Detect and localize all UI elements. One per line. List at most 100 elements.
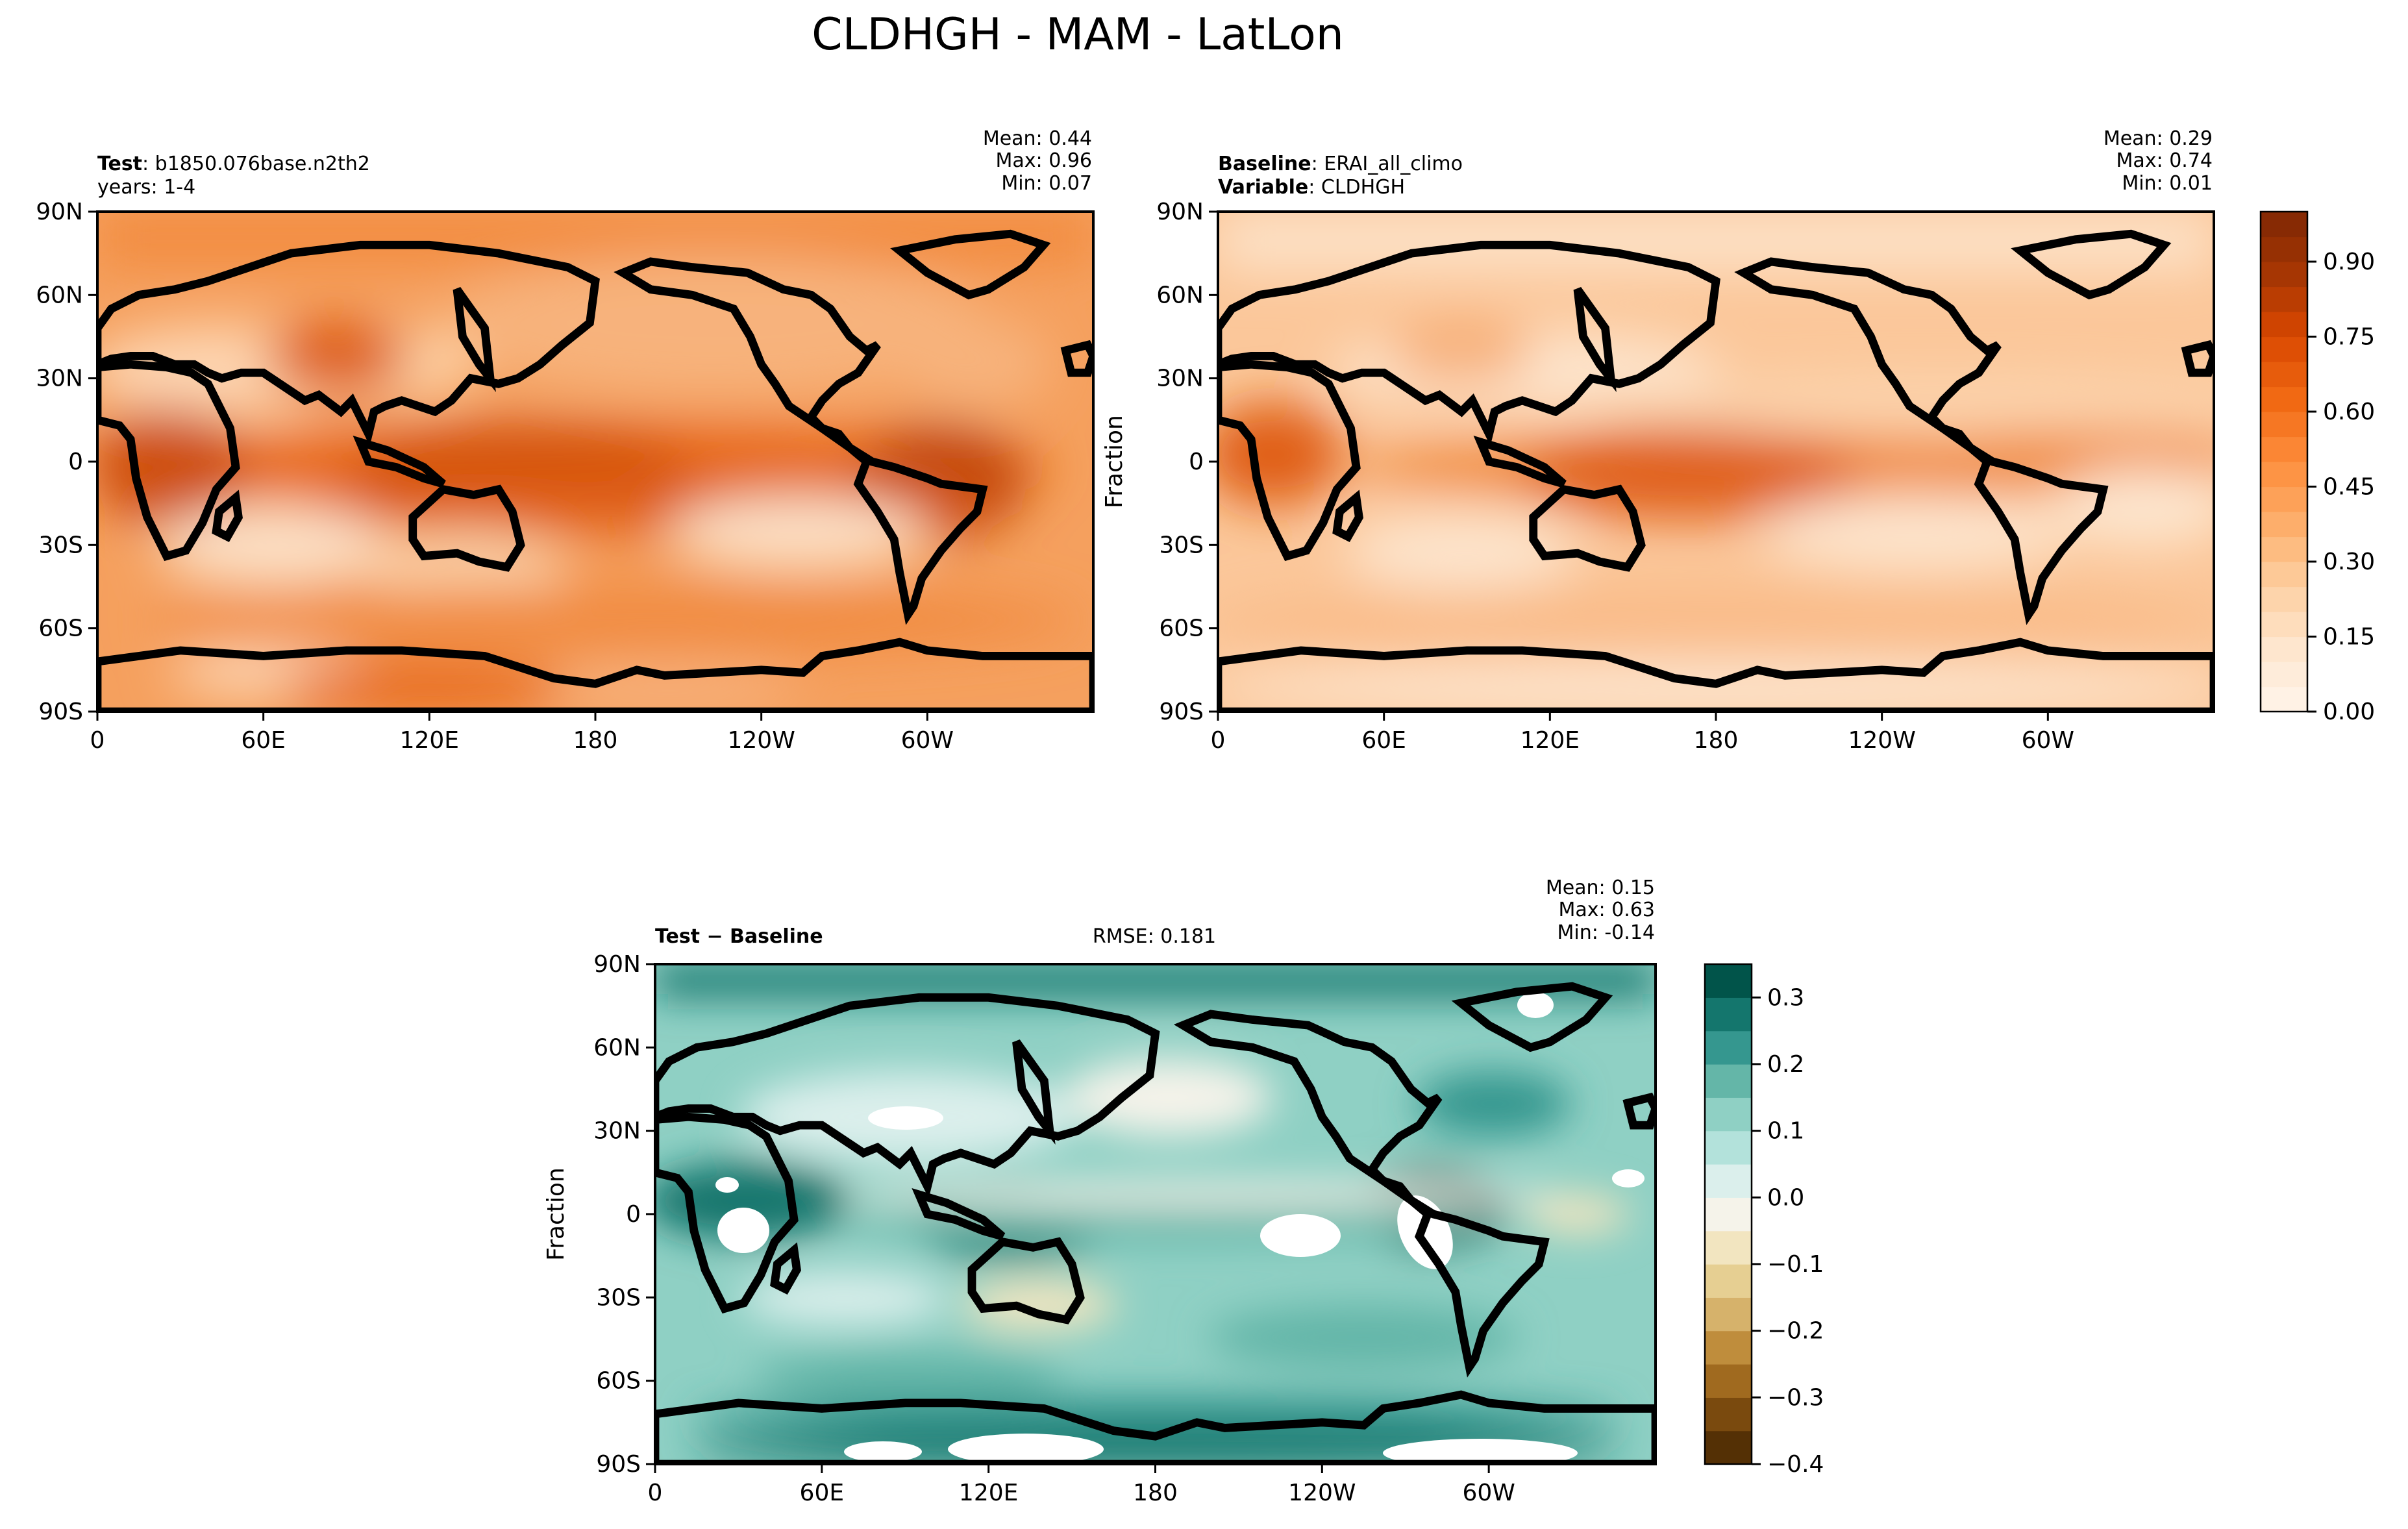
main-colorbar-level [2261, 612, 2307, 638]
main-colorbar-level [2261, 536, 2307, 562]
main-colorbar-tick-label: 0.45 [2323, 474, 2375, 501]
lon-tick-label: 60E [241, 727, 286, 754]
diff-ylabel: Fraction [543, 1167, 569, 1261]
diff-colorbar: 0.3 0.2 0.1 0.0 −0.1 −0.2 −0.3 −0.4 [1704, 963, 1824, 1478]
main-colorbar-level [2261, 562, 2307, 588]
main-colorbar-tick-label: 0.15 [2323, 624, 2375, 651]
diff-colorbar-level [1705, 1230, 1752, 1265]
lon-tick-label: 60E [800, 1480, 845, 1506]
main-colorbar-level [2261, 262, 2307, 288]
diff-colorbar-tick-label: 0.0 [1767, 1184, 1804, 1211]
panel-baseline: Mean: 0.29 Max: 0.74 Min: 0.01 Baseline:… [1101, 127, 2215, 754]
main-colorbar-level [2261, 236, 2307, 262]
lat-tick-label: 90S [596, 1451, 641, 1478]
diff-stat-min: Min: -0.14 [1558, 921, 1656, 944]
test-label: Test: b1850.076base.n2th2 [97, 153, 370, 175]
lat-tick-label: 90S [1159, 699, 1204, 725]
main-colorbar: 0.00 0.15 0.30 0.45 0.60 0.75 0.90 [2259, 210, 2375, 725]
test-years: years: 1-4 [97, 176, 195, 199]
lat-tick-label: 0 [1189, 449, 1204, 475]
diff-rmse: RMSE: 0.181 [1093, 925, 1216, 948]
diff-lon-axis: 0 60E 120E 180 120W 60W [648, 1464, 1515, 1506]
main-colorbar-level [2261, 686, 2307, 712]
lat-tick-label: 60S [596, 1368, 641, 1395]
diff-colorbar-tick-label: −0.3 [1767, 1384, 1824, 1411]
diff-map [655, 964, 1656, 1464]
diff-colorbar-tick-label: 0.1 [1767, 1118, 1804, 1145]
diff-colorbar-tick-label: 0.2 [1767, 1051, 1804, 1078]
lat-tick-label: 90S [38, 699, 83, 725]
main-colorbar-level [2261, 462, 2307, 488]
lat-tick-label: 90N [1156, 199, 1204, 225]
baseline-stat-mean: Mean: 0.29 [2104, 127, 2213, 150]
diff-stat-max: Max: 0.63 [1559, 899, 1655, 921]
test-stat-max: Max: 0.96 [996, 149, 1092, 172]
diff-colorbar-tick-label: −0.4 [1767, 1451, 1824, 1478]
lat-tick-label: 30N [36, 366, 83, 392]
baseline-ylabel: Fraction [1101, 415, 1128, 508]
lon-tick-label: 120W [1848, 727, 1916, 754]
lat-tick-label: 0 [626, 1201, 641, 1228]
lat-tick-label: 60N [36, 282, 83, 308]
diff-colorbar-tick-label: −0.1 [1767, 1251, 1824, 1278]
lon-tick-label: 60E [1361, 727, 1406, 754]
baseline-lon-axis: 0 60E 120E 180 120W 60W [1211, 712, 2074, 754]
main-colorbar-level [2261, 286, 2307, 312]
diff-colorbar-level [1705, 1064, 1752, 1098]
lat-tick-label: 90N [593, 951, 641, 978]
lat-tick-label: 60S [38, 615, 83, 642]
diff-colorbar-level [1705, 1030, 1752, 1065]
lon-tick-label: 120E [959, 1480, 1018, 1506]
main-colorbar-level [2261, 412, 2307, 438]
lon-tick-label: 120W [1288, 1480, 1356, 1506]
diff-colorbar-level [1705, 1164, 1752, 1198]
main-colorbar-tick-label: 0.75 [2323, 324, 2375, 351]
diff-colorbar-level [1705, 1330, 1752, 1365]
lon-tick-label: 120E [400, 727, 459, 754]
main-colorbar-level [2261, 486, 2307, 512]
diff-colorbar-tick-label: −0.2 [1767, 1318, 1824, 1345]
lat-tick-label: 60N [593, 1034, 641, 1061]
main-colorbar-frame [2259, 210, 2309, 713]
diff-colorbar-tick-label: 0.3 [1767, 984, 1804, 1011]
test-map [97, 212, 1093, 712]
diff-label: Test − Baseline [655, 925, 823, 948]
diff-colorbar-level [1705, 964, 1752, 998]
lon-tick-label: 120E [1521, 727, 1580, 754]
diff-colorbar-level [1705, 1264, 1752, 1298]
lat-tick-label: 30S [596, 1284, 641, 1311]
diff-colorbar-level [1705, 1397, 1752, 1432]
lat-tick-label: 0 [68, 449, 83, 475]
lat-tick-label: 60S [1159, 615, 1204, 642]
baseline-lat-axis: 90N 60N 30N 0 30S 60S 90S [1156, 199, 1218, 725]
lat-tick-label: 30N [1156, 366, 1204, 392]
lon-tick-label: 0 [648, 1480, 663, 1506]
lon-tick-label: 60W [901, 727, 954, 754]
lon-tick-label: 180 [1133, 1480, 1178, 1506]
diff-colorbar-level [1705, 997, 1752, 1032]
test-map-field [97, 212, 1093, 712]
panel-test: Mean: 0.44 Max: 0.96 Min: 0.07 Test: b18… [36, 127, 1095, 754]
baseline-variable: Variable: CLDHGH [1218, 176, 1405, 199]
main-colorbar-level [2261, 386, 2307, 412]
diff-stat-mean: Mean: 0.15 [1546, 876, 1655, 899]
main-colorbar-level [2261, 586, 2307, 612]
main-colorbar-tick-label: 0.90 [2323, 249, 2375, 275]
diff-colorbar-level [1705, 1430, 1752, 1465]
lat-tick-label: 30S [38, 532, 83, 558]
diff-lat-axis: 90N 60N 30N 0 30S 60S 90S [593, 951, 655, 1478]
diff-colorbar-level [1705, 1297, 1752, 1332]
baseline-label: Baseline: ERAI_all_climo [1218, 153, 1463, 175]
lon-tick-label: 120W [728, 727, 795, 754]
figure-title: CLDHGH - MAM - LatLon [812, 9, 1344, 60]
main-colorbar-tick-label: 0.60 [2323, 399, 2375, 425]
lat-tick-label: 30S [1159, 532, 1204, 558]
main-colorbar-level [2261, 212, 2307, 238]
baseline-stat-max: Max: 0.74 [2116, 149, 2213, 172]
test-stat-min: Min: 0.07 [1001, 172, 1092, 195]
test-lon-axis: 0 60E 120E 180 120W 60W [90, 712, 954, 754]
diff-colorbar-level [1705, 1097, 1752, 1132]
main-colorbar-level [2261, 512, 2307, 538]
lon-tick-label: 180 [1694, 727, 1739, 754]
